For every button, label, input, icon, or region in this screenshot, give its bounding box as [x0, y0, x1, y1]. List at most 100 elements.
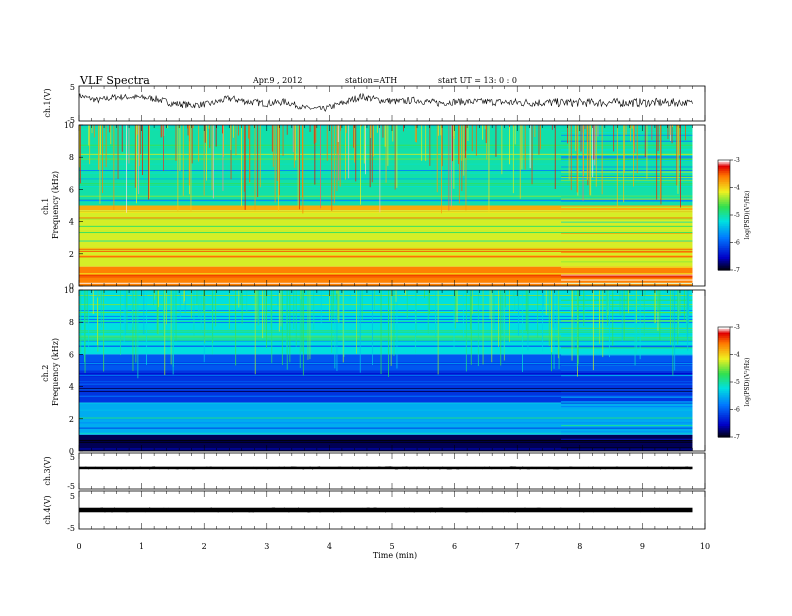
sferic-spike — [215, 290, 216, 326]
spectral-line — [79, 389, 692, 390]
sferic-spike — [327, 125, 328, 161]
sferic-spike — [485, 125, 486, 129]
sferic-spike — [509, 125, 510, 164]
spectral-line — [561, 280, 692, 281]
spectral-line — [79, 226, 692, 227]
sferic-spike — [132, 290, 133, 327]
sferic-spike — [321, 290, 322, 324]
ch1-ytick-top: 5 — [70, 83, 75, 92]
spectral-line — [79, 442, 692, 443]
sferic-spike — [502, 290, 503, 334]
sferic-spike — [236, 125, 237, 155]
sferic-spike — [80, 290, 81, 353]
sferic-spike — [459, 125, 460, 204]
sferic-spike — [176, 290, 177, 341]
sferic-spike — [336, 290, 337, 293]
sferic-spike — [272, 125, 273, 152]
sferic-spike — [122, 125, 123, 152]
sferic-spike — [209, 125, 210, 148]
spectral-line — [561, 397, 692, 398]
sferic-spike — [173, 290, 174, 374]
sferic-spike — [88, 125, 89, 145]
sferic-spike — [569, 125, 570, 179]
spectral-line — [79, 388, 692, 389]
spectral-line — [79, 210, 692, 211]
sferic-spike — [362, 290, 363, 320]
ytick-label: 2 — [69, 250, 74, 259]
sferic-spike — [440, 125, 441, 135]
ytick-label: 10 — [64, 121, 74, 130]
spectral-line — [561, 425, 692, 426]
spectral-line — [561, 158, 692, 159]
spectral-line — [79, 241, 692, 242]
sferic-spike — [191, 125, 192, 212]
sferic-spike — [504, 290, 505, 355]
sferic-spike — [124, 290, 125, 342]
sferic-spike — [596, 125, 597, 187]
sferic-spike — [522, 290, 523, 372]
sferic-spike — [197, 290, 198, 304]
xtick-label: 4 — [327, 542, 332, 551]
sferic-spike — [300, 290, 301, 368]
sferic-spike — [314, 125, 315, 185]
sferic-spike — [684, 290, 685, 320]
sferic-spike — [193, 125, 194, 128]
spectral-line — [79, 428, 692, 429]
sferic-spike — [166, 290, 167, 324]
sferic-spike — [146, 290, 147, 365]
ytick-label: 4 — [69, 383, 74, 392]
sferic-spike — [110, 125, 111, 144]
sferic-spike — [295, 125, 296, 160]
spectral-line — [561, 221, 692, 222]
ytick-label: 6 — [69, 185, 74, 194]
sferic-spike — [279, 290, 280, 332]
sferic-spike — [396, 290, 397, 302]
sferic-spike — [174, 290, 175, 330]
sferic-spike — [654, 290, 655, 323]
sferic-spike — [428, 290, 429, 334]
spectral-line — [79, 384, 692, 385]
xtick-label: 6 — [452, 542, 457, 551]
sferic-spike — [120, 290, 121, 355]
spectral-line — [79, 249, 692, 250]
spectral-line — [561, 180, 692, 181]
spectral-line — [561, 172, 692, 173]
sferic-spike — [451, 125, 452, 206]
spectral-line — [79, 396, 692, 397]
sferic-spike — [244, 125, 245, 192]
ytick-label: 10 — [64, 286, 74, 295]
sferic-spike — [201, 290, 202, 333]
sferic-spike — [238, 290, 239, 307]
sferic-spike — [191, 290, 192, 318]
spectral-line — [79, 273, 692, 274]
sferic-spike — [592, 125, 593, 177]
sferic-spike — [637, 125, 638, 173]
sferic-spike — [578, 290, 579, 364]
sferic-spike — [386, 125, 387, 183]
sferic-spike — [425, 125, 426, 161]
sferic-spike — [148, 125, 149, 200]
sferic-spike — [680, 290, 681, 316]
sferic-spike — [157, 290, 158, 334]
sferic-spike — [294, 125, 295, 168]
sferic-spike — [383, 125, 384, 138]
sferic-spike — [273, 125, 274, 167]
sferic-spike — [491, 290, 492, 362]
sferic-spike — [395, 125, 396, 190]
sferic-spike — [424, 290, 425, 298]
ch3-ytick-top: 5 — [70, 453, 75, 462]
sferic-spike — [282, 290, 283, 365]
sferic-spike — [109, 125, 110, 132]
sferic-spike — [162, 125, 163, 137]
sferic-spike — [198, 125, 199, 162]
sferic-spike — [494, 290, 495, 329]
sferic-spike — [260, 125, 261, 187]
sferic-spike — [372, 290, 373, 365]
sferic-spike — [310, 125, 311, 132]
spectral-line — [561, 276, 692, 277]
sferic-spike — [624, 290, 625, 340]
sferic-spike — [98, 125, 99, 170]
sferic-spike — [373, 125, 374, 156]
sferic-spike — [235, 290, 236, 365]
